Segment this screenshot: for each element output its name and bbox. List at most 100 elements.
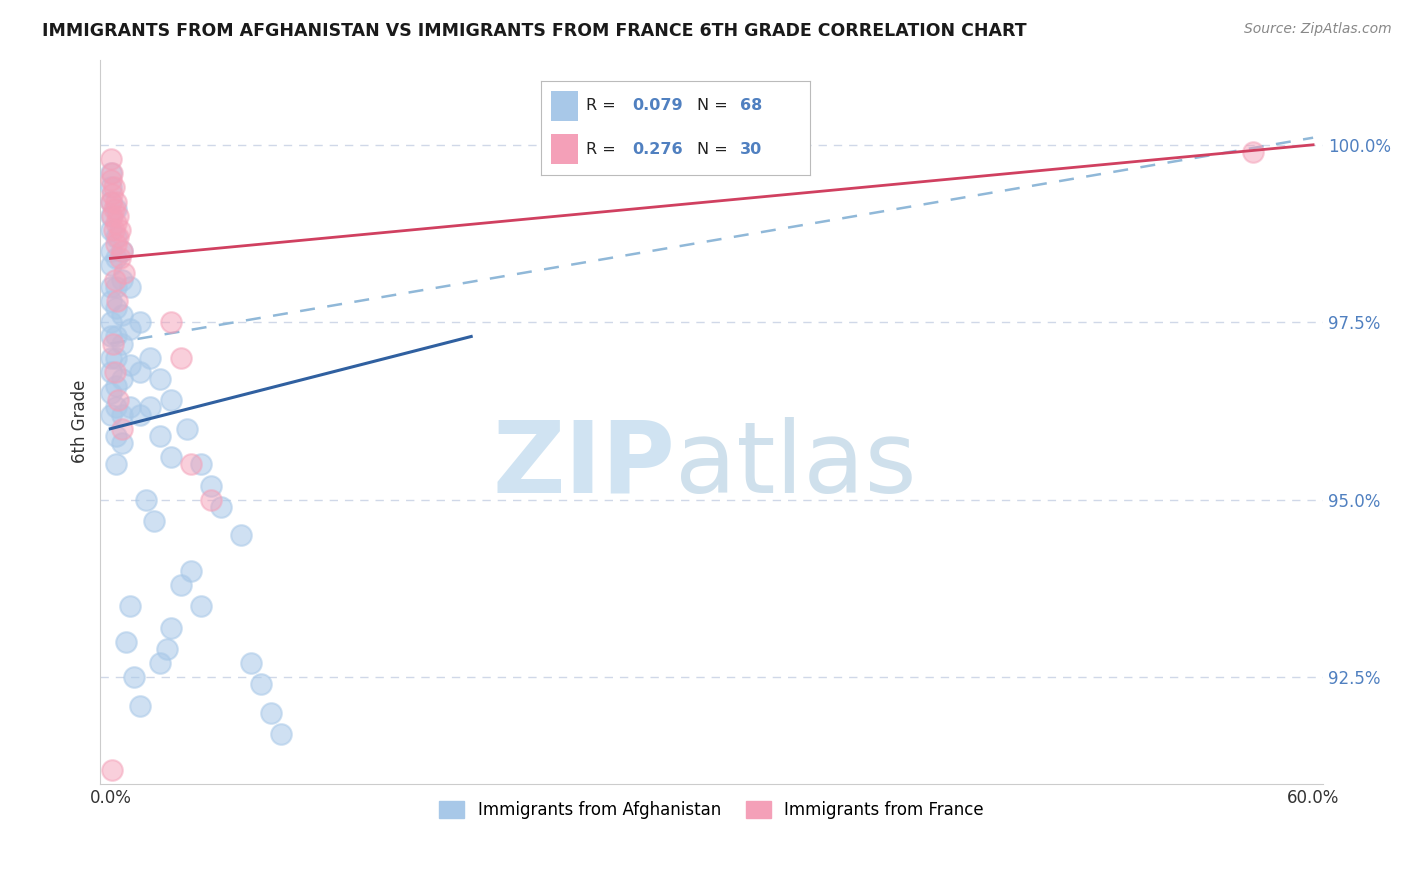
Point: [112, 266, 135, 280]
Point: [100, 351, 122, 365]
Point: [111, 372, 134, 386]
Point: [100, 194, 122, 209]
Y-axis label: 6th Grade: 6th Grade: [72, 380, 89, 463]
Point: [139, 351, 162, 365]
Point: [120, 401, 142, 415]
Point: [115, 634, 138, 648]
Point: [105, 457, 128, 471]
Point: [120, 358, 142, 372]
Point: [105, 202, 128, 216]
Point: [120, 599, 142, 614]
Point: [105, 401, 128, 415]
Text: atlas: atlas: [675, 417, 917, 514]
Text: Source: ZipAtlas.com: Source: ZipAtlas.com: [1244, 22, 1392, 37]
Point: [103, 223, 125, 237]
Point: [100, 209, 122, 223]
Point: [190, 599, 212, 614]
Point: [176, 422, 198, 436]
Point: [100, 173, 122, 187]
Point: [159, 393, 181, 408]
Point: [100, 365, 122, 379]
Point: [100, 194, 122, 209]
Point: [111, 336, 134, 351]
Point: [169, 578, 191, 592]
Point: [229, 528, 252, 542]
Point: [129, 365, 152, 379]
Point: [159, 450, 181, 465]
Point: [111, 273, 134, 287]
Point: [107, 230, 129, 244]
Point: [120, 280, 142, 294]
Point: [105, 252, 128, 266]
Point: [105, 429, 128, 443]
Point: [101, 166, 124, 180]
Point: [100, 259, 122, 273]
Point: [100, 408, 122, 422]
Point: [180, 564, 202, 578]
Point: [105, 280, 128, 294]
Point: [1241, 145, 1264, 159]
Point: [129, 698, 152, 713]
Point: [105, 230, 128, 244]
Point: [124, 670, 146, 684]
Legend: Immigrants from Afghanistan, Immigrants from France: Immigrants from Afghanistan, Immigrants …: [433, 795, 991, 826]
Point: [110, 252, 132, 266]
Point: [100, 244, 122, 259]
Point: [105, 301, 128, 315]
Point: [100, 280, 122, 294]
Point: [105, 351, 128, 365]
Point: [105, 379, 128, 393]
Point: [135, 492, 157, 507]
Point: [111, 408, 134, 422]
Point: [120, 322, 142, 336]
Point: [105, 329, 128, 343]
Point: [200, 478, 222, 492]
Point: [105, 194, 128, 209]
Point: [101, 763, 124, 777]
Point: [129, 315, 152, 329]
Point: [143, 514, 166, 528]
Point: [105, 237, 128, 252]
Point: [155, 641, 177, 656]
Point: [180, 457, 202, 471]
Point: [100, 152, 122, 166]
Point: [103, 202, 125, 216]
Point: [100, 166, 122, 180]
Point: [100, 223, 122, 237]
Text: ZIP: ZIP: [492, 417, 675, 514]
Point: [190, 457, 212, 471]
Point: [249, 677, 271, 691]
Point: [100, 315, 122, 329]
Point: [107, 209, 129, 223]
Point: [101, 187, 124, 202]
Point: [111, 244, 134, 259]
Point: [110, 223, 132, 237]
Point: [149, 372, 172, 386]
Point: [139, 401, 162, 415]
Point: [100, 293, 122, 308]
Point: [270, 727, 292, 741]
Point: [100, 180, 122, 194]
Point: [159, 315, 181, 329]
Point: [111, 244, 134, 259]
Point: [129, 408, 152, 422]
Point: [103, 180, 125, 194]
Point: [149, 656, 172, 670]
Point: [103, 336, 125, 351]
Point: [105, 293, 128, 308]
Point: [239, 656, 262, 670]
Point: [100, 386, 122, 401]
Point: [209, 500, 232, 514]
Point: [100, 329, 122, 343]
Point: [159, 621, 181, 635]
Point: [101, 209, 124, 223]
Text: IMMIGRANTS FROM AFGHANISTAN VS IMMIGRANTS FROM FRANCE 6TH GRADE CORRELATION CHAR: IMMIGRANTS FROM AFGHANISTAN VS IMMIGRANT…: [42, 22, 1026, 40]
Point: [169, 351, 191, 365]
Point: [111, 308, 134, 322]
Point: [260, 706, 283, 720]
Point: [111, 436, 134, 450]
Point: [200, 492, 222, 507]
Point: [104, 365, 127, 379]
Point: [107, 393, 129, 408]
Point: [149, 429, 172, 443]
